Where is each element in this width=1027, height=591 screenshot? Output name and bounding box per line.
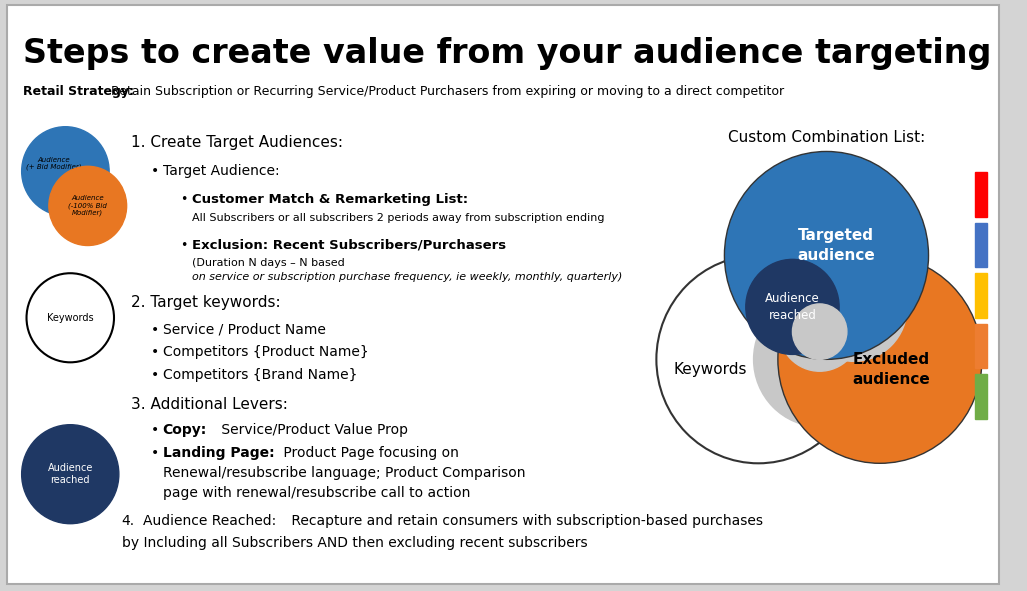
Circle shape xyxy=(22,425,119,524)
Text: Retain Subscription or Recurring Service/Product Purchasers from expiring or mov: Retain Subscription or Recurring Service… xyxy=(107,85,785,98)
Text: Audience
reached: Audience reached xyxy=(765,292,820,322)
Circle shape xyxy=(746,259,839,355)
Text: Service/Product Value Prop: Service/Product Value Prop xyxy=(217,423,408,437)
Text: 4.: 4. xyxy=(122,514,135,528)
Circle shape xyxy=(656,255,861,463)
Bar xyxy=(976,273,987,318)
Text: Excluded
audience: Excluded audience xyxy=(852,352,930,387)
Bar xyxy=(976,374,987,419)
Text: Audience
(-100% Bid
Modifier): Audience (-100% Bid Modifier) xyxy=(69,196,107,216)
Text: Competitors {Brand Name}: Competitors {Brand Name} xyxy=(162,368,357,382)
Text: •: • xyxy=(151,323,159,337)
Text: •: • xyxy=(151,423,159,437)
Text: Recapture and retain consumers with subscription-based purchases: Recapture and retain consumers with subs… xyxy=(287,514,763,528)
Text: Audience
(+ Bid Modifier): Audience (+ Bid Modifier) xyxy=(26,157,81,170)
Text: Exclusion: Recent Subscribers/Purchasers: Exclusion: Recent Subscribers/Purchasers xyxy=(192,239,506,252)
FancyBboxPatch shape xyxy=(7,5,999,584)
Text: •: • xyxy=(180,239,188,252)
Text: on service or subscription purchase frequency, ie weekly, monthly, quarterly): on service or subscription purchase freq… xyxy=(192,272,622,282)
Text: •: • xyxy=(151,346,159,359)
Text: •: • xyxy=(151,446,159,460)
Text: Steps to create value from your audience targeting: Steps to create value from your audience… xyxy=(23,37,991,70)
Text: Audience
reached: Audience reached xyxy=(47,463,93,485)
Circle shape xyxy=(778,288,861,371)
Circle shape xyxy=(793,304,847,359)
Circle shape xyxy=(22,126,109,216)
Text: Custom Combination List:: Custom Combination List: xyxy=(728,129,925,145)
Circle shape xyxy=(724,151,928,359)
Text: by Including all Subscribers AND then excluding recent subscribers: by Including all Subscribers AND then ex… xyxy=(122,535,587,550)
Circle shape xyxy=(754,292,885,427)
Text: Customer Match & Remarketing List:: Customer Match & Remarketing List: xyxy=(192,193,468,206)
Text: •: • xyxy=(151,368,159,382)
Text: Copy:: Copy: xyxy=(162,423,206,437)
Text: 3. Additional Levers:: 3. Additional Levers: xyxy=(131,397,289,412)
Text: Renewal/resubscribe language; Product Comparison: Renewal/resubscribe language; Product Co… xyxy=(162,466,525,480)
Text: Keywords: Keywords xyxy=(47,313,93,323)
Text: Landing Page:: Landing Page: xyxy=(162,446,274,460)
Text: Competitors {Product Name}: Competitors {Product Name} xyxy=(162,346,369,359)
Text: Service / Product Name: Service / Product Name xyxy=(162,323,326,337)
Text: Product Page focusing on: Product Page focusing on xyxy=(279,446,459,460)
Circle shape xyxy=(27,273,114,362)
Text: (Duration N days – N based: (Duration N days – N based xyxy=(192,258,344,268)
Text: Target Audience:: Target Audience: xyxy=(162,164,279,178)
Text: •: • xyxy=(151,164,159,178)
Text: •: • xyxy=(180,193,188,206)
Circle shape xyxy=(49,166,126,245)
Bar xyxy=(976,223,987,267)
Text: Retail Strategy:: Retail Strategy: xyxy=(23,85,134,98)
Bar xyxy=(976,324,987,368)
Text: Keywords: Keywords xyxy=(673,362,747,376)
Circle shape xyxy=(800,252,907,361)
Bar xyxy=(976,172,987,217)
Circle shape xyxy=(777,255,982,463)
Text: 2. Target keywords:: 2. Target keywords: xyxy=(131,295,281,310)
Text: 1. Create Target Audiences:: 1. Create Target Audiences: xyxy=(131,135,343,150)
Text: Audience Reached:: Audience Reached: xyxy=(143,514,276,528)
Text: Targeted
audience: Targeted audience xyxy=(797,228,875,263)
Text: All Subscribers or all subscribers 2 periods away from subscription ending: All Subscribers or all subscribers 2 per… xyxy=(192,213,604,223)
Text: page with renewal/resubscribe call to action: page with renewal/resubscribe call to ac… xyxy=(162,486,470,500)
